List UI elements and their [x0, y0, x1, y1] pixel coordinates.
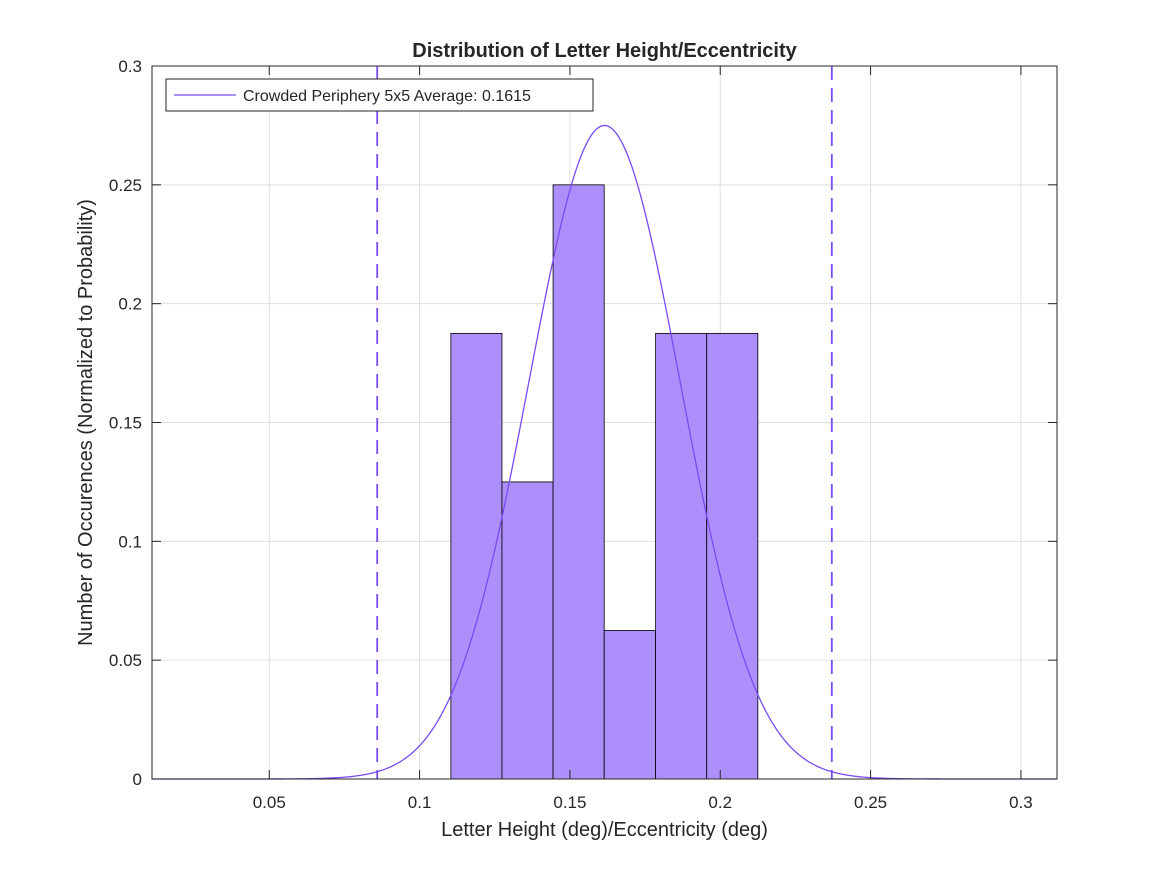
legend: Crowded Periphery 5x5 Average: 0.1615: [165, 78, 594, 112]
histogram-bars: [450, 184, 759, 780]
histogram-bar: [655, 332, 708, 780]
chart-title: Distribution of Letter Height/Eccentrici…: [412, 40, 797, 62]
y-tick-label: 0: [133, 770, 142, 789]
y-axis-label: Number of Occurences (Normalized to Prob…: [75, 199, 97, 646]
y-tick-label: 0.15: [109, 414, 142, 433]
x-tick-label: 0.05: [253, 793, 286, 812]
histogram-bar: [603, 630, 657, 780]
histogram-bar: [501, 481, 554, 780]
axis-ticks: 0.05 0.1 0.15 0.2 0.25 0.3 0 0.05 0.1 0.15 0.2 0.25…: [109, 57, 1057, 812]
x-axis-label: Letter Height (deg)/Eccentricity (deg): [441, 819, 768, 841]
reference-lines: [376, 66, 833, 779]
histogram-bar: [552, 184, 605, 780]
histogram-bar: [450, 332, 503, 780]
x-tick-label: 0.15: [553, 793, 586, 812]
x-tick-label: 0.3: [1009, 793, 1033, 812]
x-tick-label: 0.1: [408, 793, 432, 812]
histogram-bar: [706, 332, 759, 780]
y-tick-label: 0.3: [118, 57, 142, 76]
y-tick-label: 0.05: [109, 651, 142, 670]
y-tick-label: 0.25: [109, 176, 142, 195]
y-tick-label: 0.1: [118, 532, 142, 551]
legend-box: [165, 78, 594, 112]
x-tick-label: 0.25: [854, 793, 887, 812]
legend-label: Crowded Periphery 5x5 Average: 0.1615: [243, 88, 531, 105]
y-tick-label: 0.2: [118, 295, 142, 314]
x-tick-label: 0.2: [708, 793, 732, 812]
